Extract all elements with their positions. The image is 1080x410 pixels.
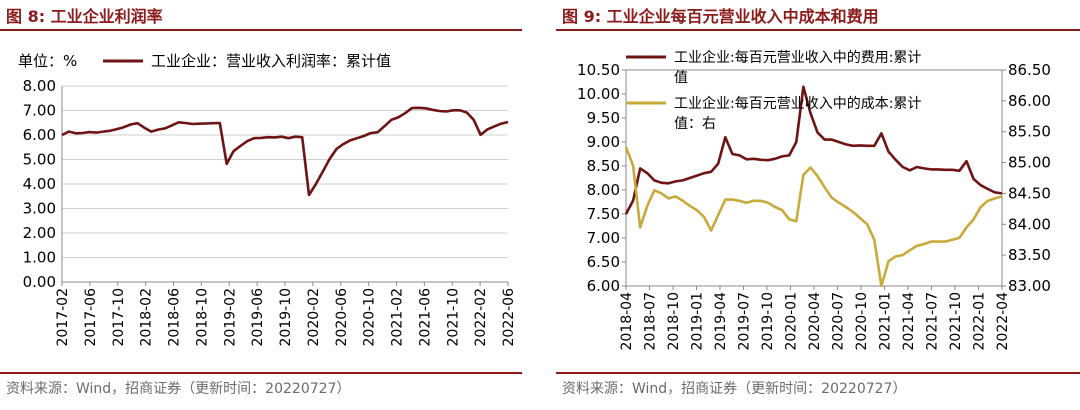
y-tick-label: 8.50 [587, 157, 620, 175]
x-tick-label: 2019-02 [222, 288, 238, 347]
x-tick-label: 2020-06 [334, 288, 350, 347]
figure-9-bottom-rule [556, 372, 1080, 374]
figure-8-title: 图 8: 工业企业利润率 [6, 7, 163, 26]
y-tick-label: 8.00 [23, 77, 56, 95]
y2-tick-label: 84.50 [1008, 184, 1051, 202]
x-tick-label: 2022-01 [972, 292, 988, 351]
x-tick-label: 2018-07 [643, 292, 659, 351]
x-tick-label: 2019-07 [737, 292, 753, 351]
legend-label-expense-line2: 值 [674, 70, 688, 86]
x-tick-label: 2018-04 [619, 292, 635, 351]
series-line-expense [624, 85, 1003, 215]
legend-label-expense: 工业企业:每百元营业收入中的费用:累计 值 [674, 49, 926, 86]
y2-tick-label: 85.00 [1008, 154, 1051, 172]
x-tick-label: 2020-07 [831, 292, 847, 351]
figure-9-source: 资料来源：Wind，招商证券（更新时间：20220727） [562, 381, 907, 397]
x-tick-label: 2020-10 [854, 292, 870, 351]
x-tick-label: 2019-10 [760, 292, 776, 351]
y-tick-label: 4.00 [23, 175, 56, 193]
y-tick-label: 10.50 [577, 61, 620, 79]
x-tick-label: 2021-02 [390, 288, 406, 347]
y2-tick-label: 86.50 [1008, 61, 1051, 79]
x-tick-label: 2022-02 [473, 288, 489, 347]
x-tick-label: 2020-10 [362, 288, 378, 347]
figure-9-panel: 图 9: 工业企业每百元营业收入中成本和费用 6.00 6.50 7.00 7.50 8… [556, 0, 1080, 410]
x-tick-label: 2021-10 [445, 288, 461, 347]
x-tick-label: 2021-01 [878, 292, 894, 351]
chart1-series [61, 106, 509, 197]
x-tick-label: 2020-02 [306, 288, 322, 347]
y2-tick-label: 84.00 [1008, 215, 1051, 233]
unit-label: 单位：% [18, 52, 77, 70]
legend-label-cost: 工业企业:每百元营业收入中的成本:累计 值：右 [674, 95, 926, 132]
y-tick-label: 10.00 [577, 85, 620, 103]
y-tick-label: 7.50 [587, 205, 620, 223]
y-tick-label: 1.00 [23, 249, 56, 267]
y-tick-label: 6.50 [587, 253, 620, 271]
chart1-legend: 工业企业：营业收入利润率：累计值 [103, 52, 391, 70]
legend-label-expense-line1: 工业企业:每百元营业收入中的费用:累计 [674, 49, 921, 66]
y2-tick-label: 85.50 [1008, 123, 1051, 141]
legend-label-cost-line2: 值：右 [674, 116, 716, 132]
cost-expense-chart: 6.00 6.50 7.00 7.50 8.00 8.50 9.00 9.50 10.00 10.… [577, 49, 1051, 351]
y2-tick-label: 86.00 [1008, 92, 1051, 110]
x-tick-label: 2018-06 [167, 288, 183, 347]
legend-label-cost-line1: 工业企业:每百元营业收入中的成本:累计 [674, 95, 921, 112]
y-tick-label: 0.00 [23, 273, 56, 291]
y-tick-label: 3.00 [23, 200, 56, 218]
y-tick-label: 8.00 [587, 181, 620, 199]
profit-margin-chart: 单位：% 工业企业：营业收入利润率：累计值 0.00 1.00 2.00 3.00 4.… [18, 52, 517, 347]
x-tick-label: 2020-04 [807, 292, 823, 351]
x-tick-label: 2019-06 [250, 288, 266, 347]
y-tick-label: 7.00 [587, 229, 620, 247]
x-tick-label: 2022-06 [501, 288, 517, 347]
chart2-series [624, 85, 1003, 288]
legend-label-profit-margin: 工业企业：营业收入利润率：累计值 [151, 52, 391, 70]
y-tick-label: 5.00 [23, 151, 56, 169]
x-tick-label: 2019-01 [690, 292, 706, 351]
figure-9-title: 图 9: 工业企业每百元营业收入中成本和费用 [562, 7, 879, 26]
figure-8-bottom-rule [0, 372, 522, 374]
x-tick-label: 2017-06 [83, 288, 99, 347]
x-tick-label: 2021-06 [417, 288, 433, 347]
figure-8-source: 资料来源：Wind，招商证券（更新时间：20220727） [6, 381, 351, 397]
y-tick-label: 6.00 [23, 126, 56, 144]
x-tick-label: 2018-02 [139, 288, 155, 347]
chart2-left-y-axis: 6.00 6.50 7.00 7.50 8.00 8.50 9.00 9.50 10.00 10.… [577, 61, 626, 295]
series-line-cost [624, 146, 1003, 288]
figure-8-panel: 图 8: 工业企业利润率 单位：% 工业企业：营业收入利润率：累计值 0.00 1… [0, 0, 522, 410]
chart1-x-axis: 2017-02 2017-06 2017-10 2018-02 2018-06 2018-… [55, 282, 517, 347]
y2-tick-label: 83.00 [1008, 277, 1051, 295]
y-tick-label: 2.00 [23, 224, 56, 242]
x-tick-label: 2018-10 [194, 288, 210, 347]
chart1-gridlines [62, 85, 508, 283]
chart2-x-axis: 2018-04 2018-07 2018-10 2019-01 2019-04 2019-… [619, 286, 1011, 351]
series-line-profit-margin [61, 106, 509, 197]
chart2-legend: 工业企业:每百元营业收入中的费用:累计 值 工业企业:每百元营业收入中的成本:累… [626, 49, 926, 132]
y-tick-label: 7.00 [23, 102, 56, 120]
x-tick-label: 2020-01 [784, 292, 800, 351]
y2-tick-label: 83.50 [1008, 246, 1051, 264]
figure-8-top-rule [0, 29, 522, 31]
x-tick-label: 2021-04 [901, 292, 917, 351]
x-tick-label: 2018-10 [666, 292, 682, 351]
figure-9-top-rule [556, 29, 1080, 31]
y-tick-label: 6.00 [587, 277, 620, 295]
x-tick-label: 2022-04 [995, 292, 1011, 351]
y-tick-label: 9.00 [587, 133, 620, 151]
x-tick-label: 2019-10 [278, 288, 294, 347]
x-tick-label: 2021-10 [948, 292, 964, 351]
y-tick-label: 9.50 [587, 109, 620, 127]
x-tick-label: 2017-10 [111, 288, 127, 347]
chart1-y-axis: 0.00 1.00 2.00 3.00 4.00 5.00 6.00 7.00 8.00 [23, 77, 508, 291]
x-tick-label: 2019-04 [713, 292, 729, 351]
chart2-right-y-axis: 83.00 83.50 84.00 84.50 85.00 85.50 86.00 86.50 [1002, 61, 1051, 295]
x-tick-label: 2021-07 [925, 292, 941, 351]
x-tick-label: 2017-02 [55, 288, 71, 347]
